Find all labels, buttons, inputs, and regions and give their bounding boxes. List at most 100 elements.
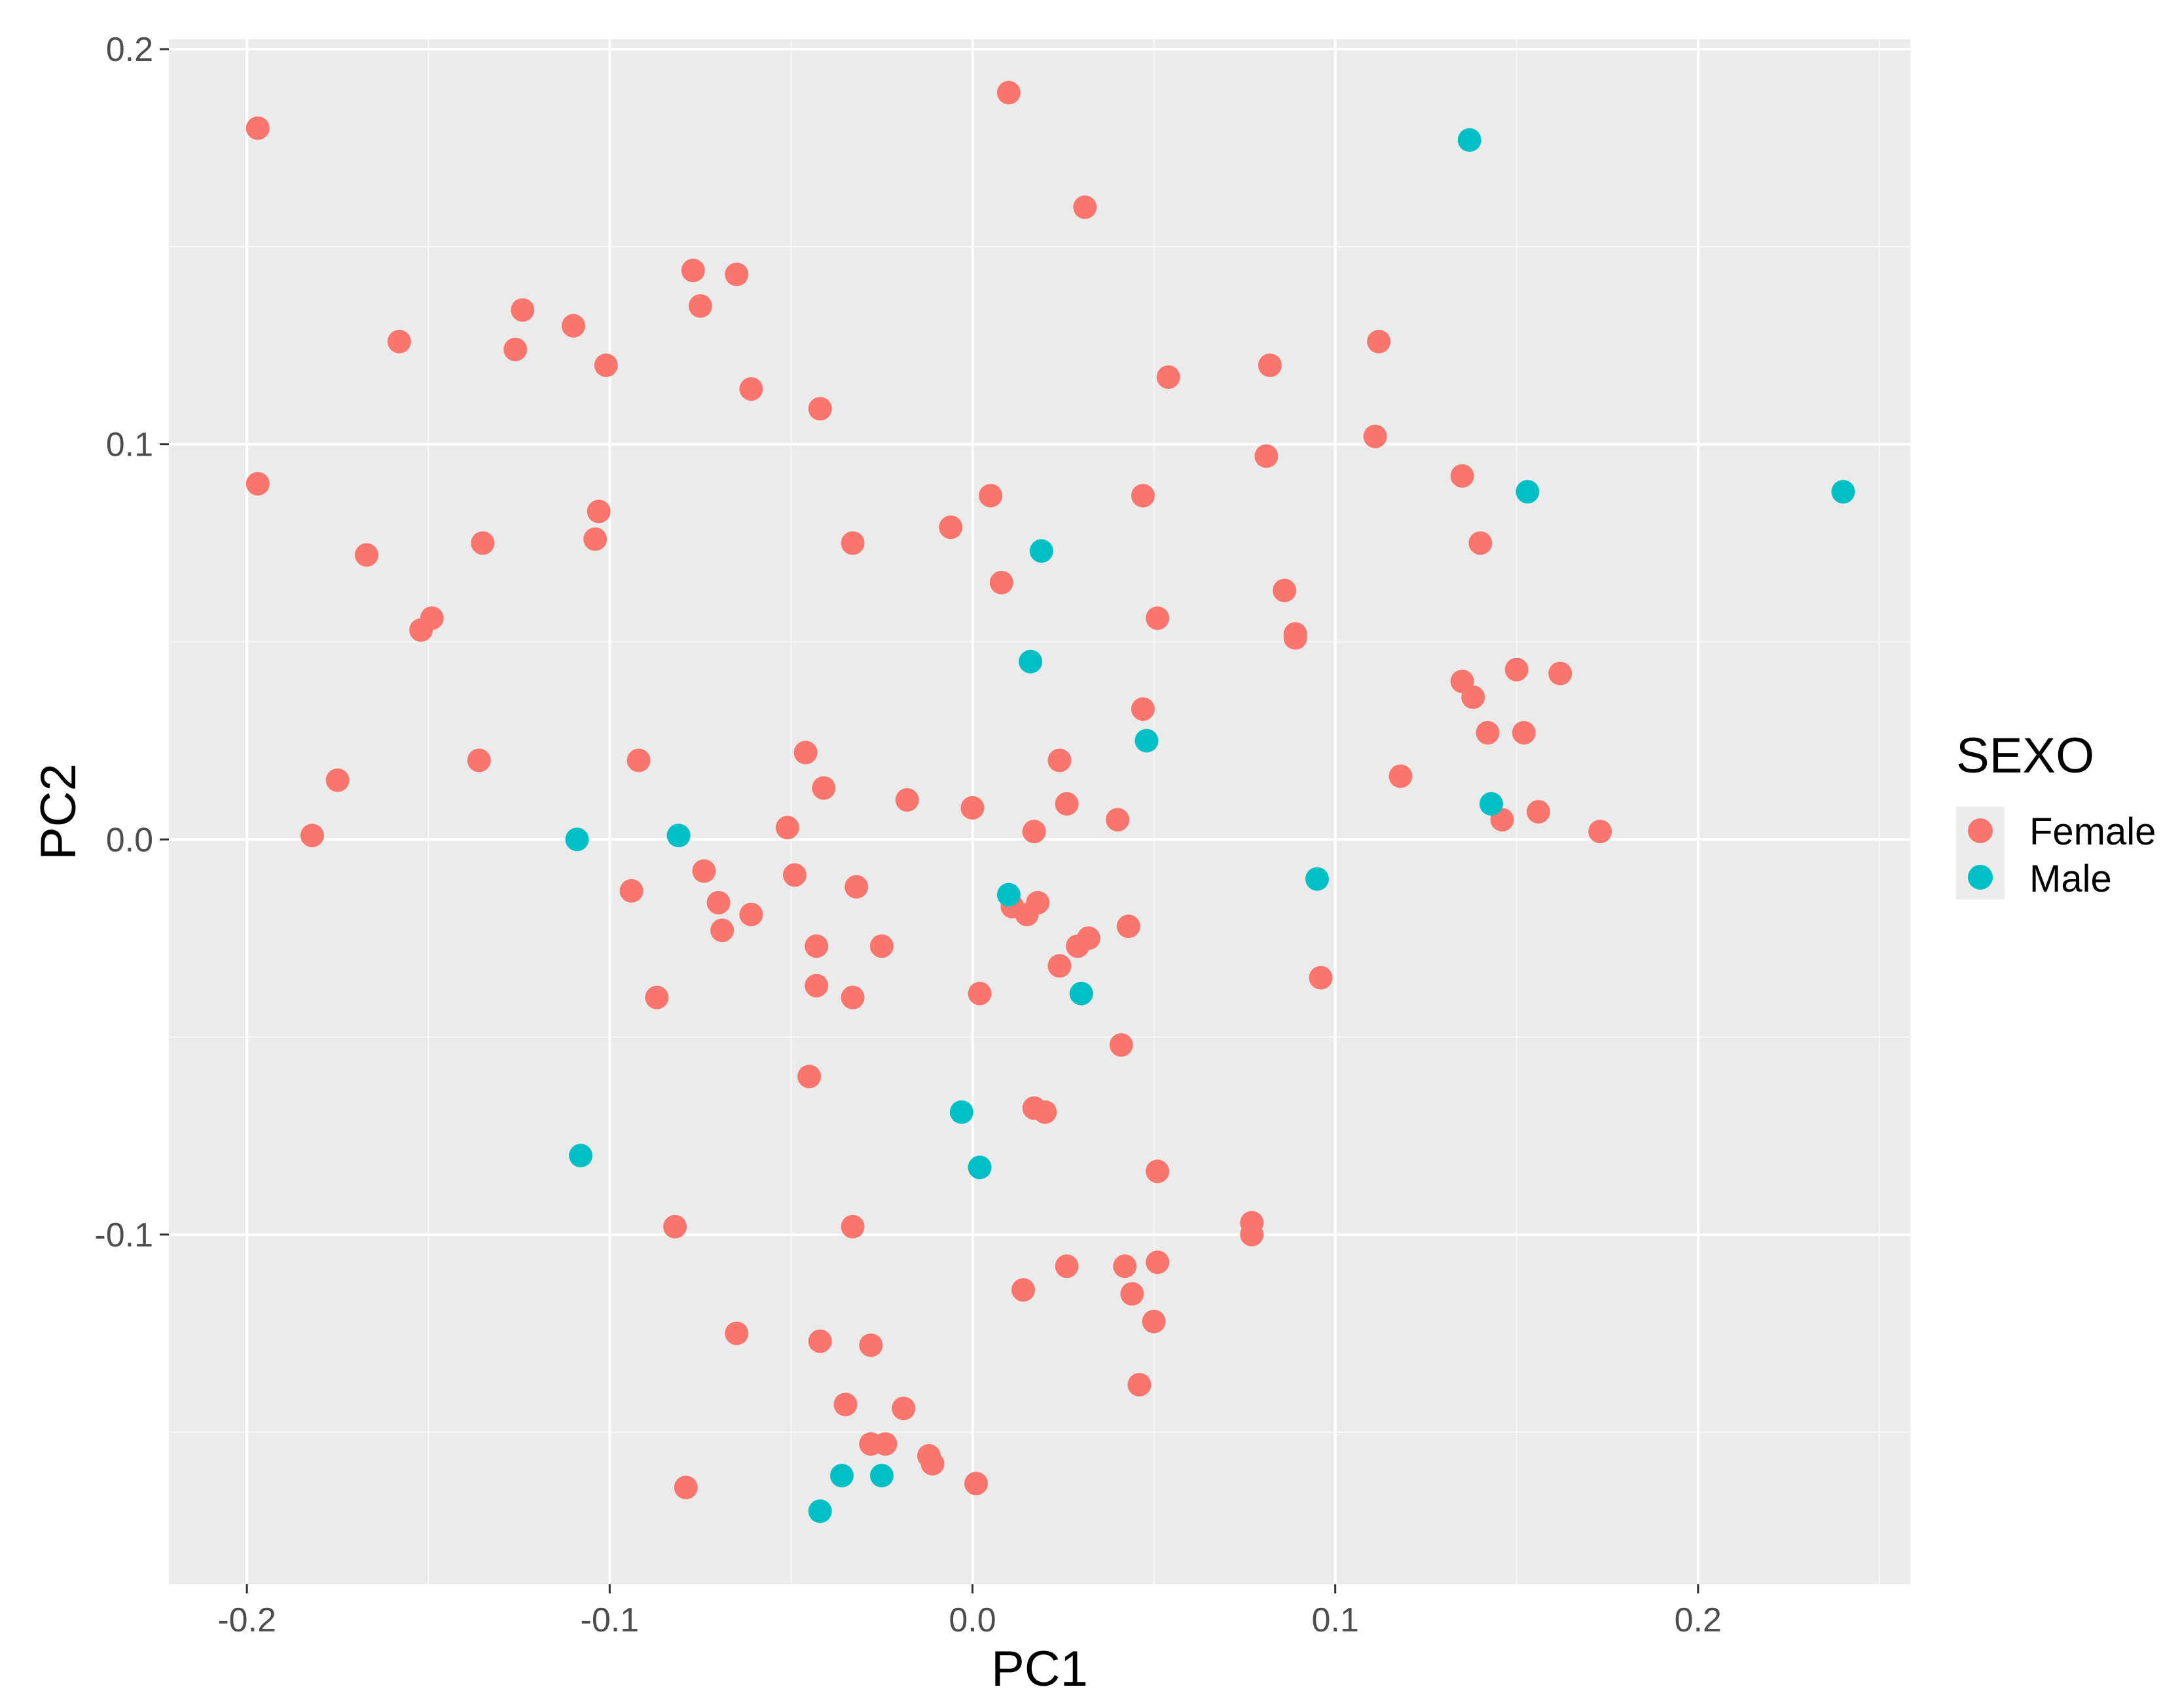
point-female [892,1396,916,1421]
point-female [1588,820,1612,844]
x-axis-ticks: -0.2 -0.1 0.0 0.1 0.2 [217,1584,1722,1639]
point-female [245,472,270,496]
point-female [674,1476,698,1500]
point-female [325,768,350,792]
point-female [1526,800,1550,824]
legend-label-male: Male [2029,858,2112,900]
point-female [1548,661,1572,685]
point-female [805,973,829,998]
point-male [1135,729,1159,753]
point-female [1156,365,1180,390]
point-female [841,985,865,1009]
point-male [1479,791,1503,816]
point-female [739,902,763,926]
x-tick-label: 0.1 [1311,1601,1358,1639]
point-female [1240,1222,1264,1246]
point-male [968,1155,992,1180]
point-male [1457,128,1481,152]
point-female [979,484,1003,508]
point-female [725,263,749,287]
point-female [1504,657,1529,681]
point-female [409,618,433,642]
point-female [1131,484,1155,508]
y-tick-label: 0.0 [106,821,153,859]
point-female [1363,424,1387,448]
point-female [1450,463,1474,488]
point-female [1512,721,1536,745]
point-female [387,329,411,354]
point-female [920,1451,945,1476]
point-female [964,1472,989,1496]
point-female [1309,966,1333,990]
legend-swatch-female [1968,818,1993,843]
point-male [565,827,589,852]
x-tick-label: 0.2 [1675,1601,1722,1639]
point-female [1047,954,1072,978]
point-female [619,879,644,903]
point-female [245,116,270,140]
point-female [1106,808,1130,832]
y-tick-label: -0.1 [94,1216,153,1254]
x-tick-label: -0.1 [581,1601,640,1639]
point-female [859,1333,883,1357]
point-female [627,748,651,772]
point-female [1283,626,1307,650]
point-female [996,81,1021,105]
point-female [1011,1278,1036,1302]
point-female [355,543,379,567]
point-female [1047,748,1072,772]
point-female [1146,1250,1170,1275]
point-female [775,816,799,840]
point-female [793,740,818,765]
point-male [808,1499,832,1523]
point-female [1258,353,1282,377]
point-female [645,985,669,1009]
point-female [1367,329,1391,354]
point-female [1127,1373,1152,1397]
point-male [1831,480,1855,504]
point-female [1066,934,1090,958]
major-gridlines [169,39,1910,1584]
point-female [968,981,992,1006]
point-male [829,1464,854,1488]
point-male [1305,867,1329,891]
point-female [511,298,535,322]
point-female [1109,1033,1133,1057]
point-female [808,397,832,421]
point-male [996,882,1021,907]
point-female [739,377,763,401]
point-female [1055,791,1079,816]
point-female [1120,1282,1144,1306]
point-female [869,934,894,958]
point-male [949,1100,973,1124]
point-female [710,918,735,943]
legend: SEXO Female Male [1956,728,2156,900]
point-female [1146,606,1170,630]
point-female [960,795,985,820]
point-female [663,1214,687,1239]
point-female [1026,890,1050,915]
point-female [471,531,495,555]
legend-swatch-male [1968,865,1993,890]
point-female [1273,578,1297,602]
point-female [812,776,836,800]
point-female [594,353,618,377]
data-points [245,81,1855,1523]
y-tick-label: 0.1 [106,426,153,464]
point-female [1142,1309,1166,1334]
point-female [833,1392,858,1417]
point-female [1146,1159,1170,1184]
point-female [782,863,807,887]
point-female [503,337,528,361]
point-female [1113,1254,1137,1279]
point-female [725,1321,749,1345]
point-female [1476,721,1500,745]
point-female [1116,915,1140,939]
point-female [681,259,705,283]
point-female [467,748,491,772]
point-female [939,515,963,539]
x-tick-label: -0.2 [217,1601,276,1639]
point-female [1033,1100,1057,1124]
point-female [688,294,712,318]
